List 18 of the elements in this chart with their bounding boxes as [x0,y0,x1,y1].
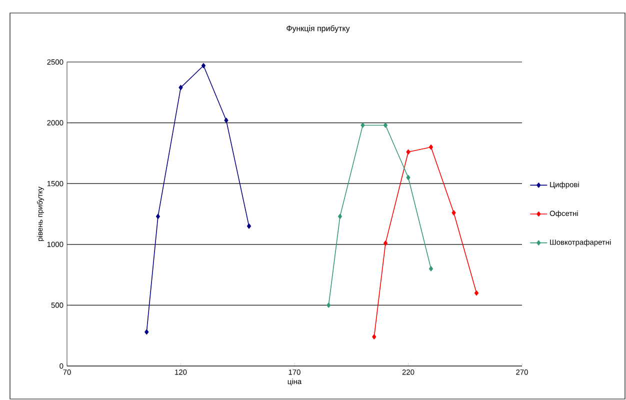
point [338,214,342,220]
point [474,290,479,296]
point [144,329,149,335]
point [428,144,434,150]
point [178,84,183,90]
point [224,118,228,123]
point [246,224,252,229]
point [406,149,410,155]
point [201,63,206,68]
point [428,266,434,272]
point [372,334,376,340]
point [156,214,160,220]
point [360,122,365,128]
point [406,174,410,180]
point [326,302,331,308]
point [383,122,388,128]
point [383,240,388,246]
point [452,210,456,216]
